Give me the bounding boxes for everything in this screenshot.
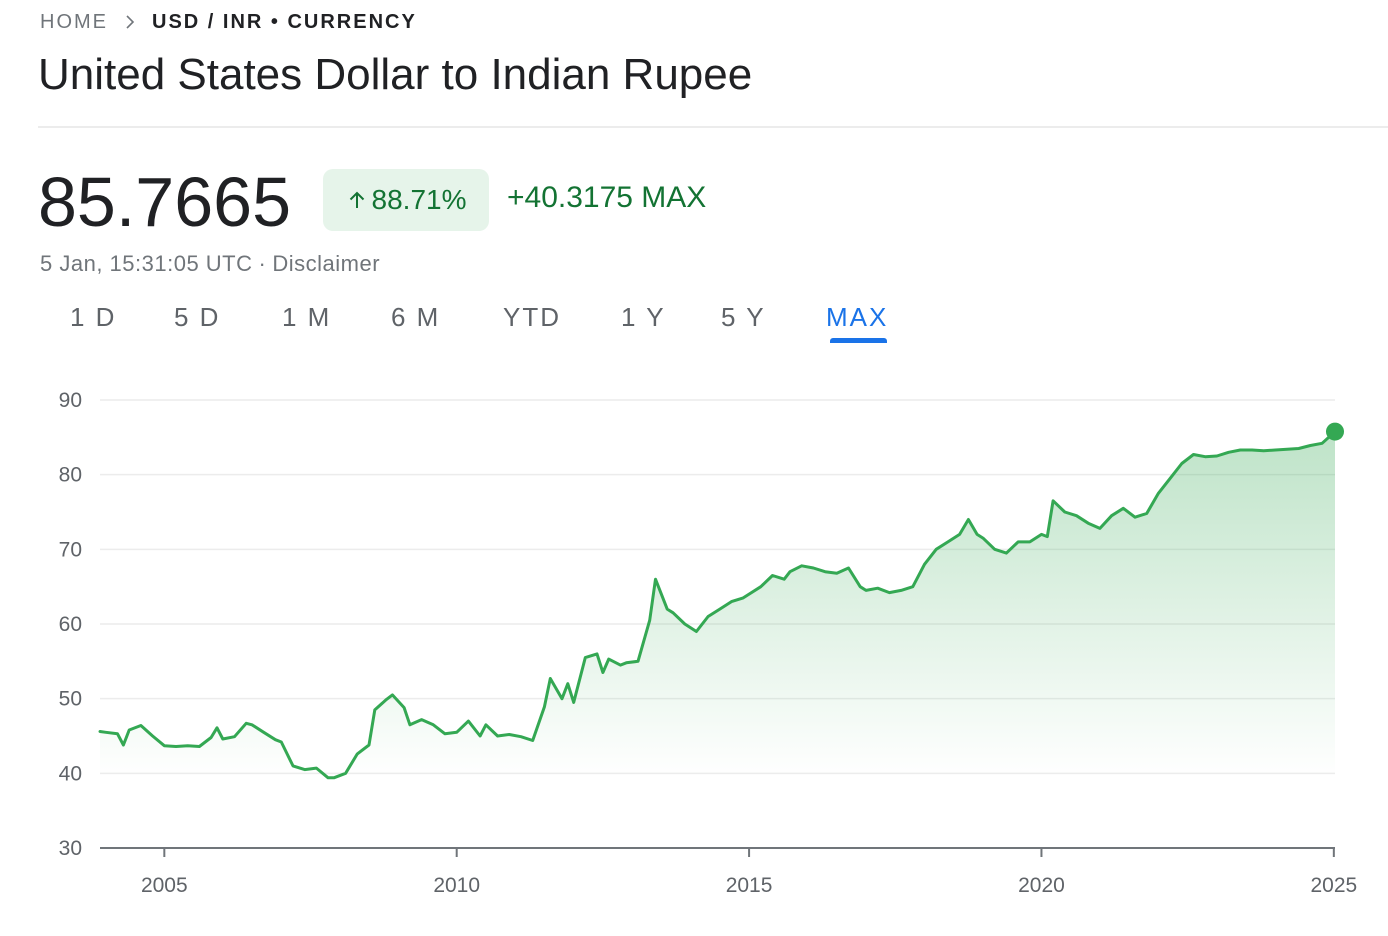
x-tick-label: 2025 [1310, 874, 1357, 897]
tab-1m[interactable]: 1 M [282, 302, 332, 332]
y-tick-label: 60 [59, 613, 82, 636]
y-tick-label: 80 [59, 464, 82, 487]
tab-max[interactable]: MAX [826, 302, 889, 332]
x-tick-label: 2005 [141, 874, 188, 897]
y-tick-label: 40 [59, 762, 82, 785]
page-title: United States Dollar to Indian Rupee [38, 50, 753, 99]
breadcrumb-current: USD / INR • CURRENCY [152, 10, 417, 33]
current-price: 85.7665 [38, 163, 292, 241]
series-line [98, 430, 1337, 780]
change-percent-badge: 88.71% [323, 169, 489, 231]
chevron-right-icon [126, 15, 135, 29]
header-divider [38, 126, 1388, 128]
quote-timestamp-row: 5 Jan, 15:31:05 UTC · Disclaimer [40, 251, 380, 277]
change-absolute: +40.3175 MAX [507, 181, 707, 214]
tab-5d[interactable]: 5 D [174, 302, 221, 332]
y-tick-label: 30 [59, 837, 82, 860]
tab-6m[interactable]: 6 M [391, 302, 441, 332]
latest-value-dot [1326, 422, 1344, 441]
arrow-up-icon [349, 191, 364, 208]
y-tick-label: 90 [59, 389, 82, 412]
y-tick-label: 70 [59, 538, 82, 561]
timestamp-separator: · [258, 251, 267, 276]
y-tick-label: 50 [59, 688, 82, 711]
tab-1d[interactable]: 1 D [70, 302, 117, 332]
x-tick-label: 2020 [1018, 874, 1065, 897]
breadcrumb-home-link[interactable]: HOME [40, 10, 108, 33]
tab-ytd[interactable]: YTD [503, 302, 561, 332]
disclaimer-link[interactable]: Disclaimer [272, 251, 381, 276]
series-area-fill [100, 431, 1335, 778]
x-tick-label: 2010 [433, 874, 480, 897]
change-percent-value: 88.71% [371, 184, 467, 215]
tab-5y[interactable]: 5 Y [721, 302, 766, 332]
tab-1y[interactable]: 1 Y [621, 302, 666, 332]
active-tab-indicator [830, 338, 887, 343]
breadcrumb: HOME USD / INR • CURRENCY [40, 8, 417, 36]
quote-timestamp: 5 Jan, 15:31:05 UTC [40, 251, 253, 276]
x-tick-label: 2015 [726, 874, 773, 897]
